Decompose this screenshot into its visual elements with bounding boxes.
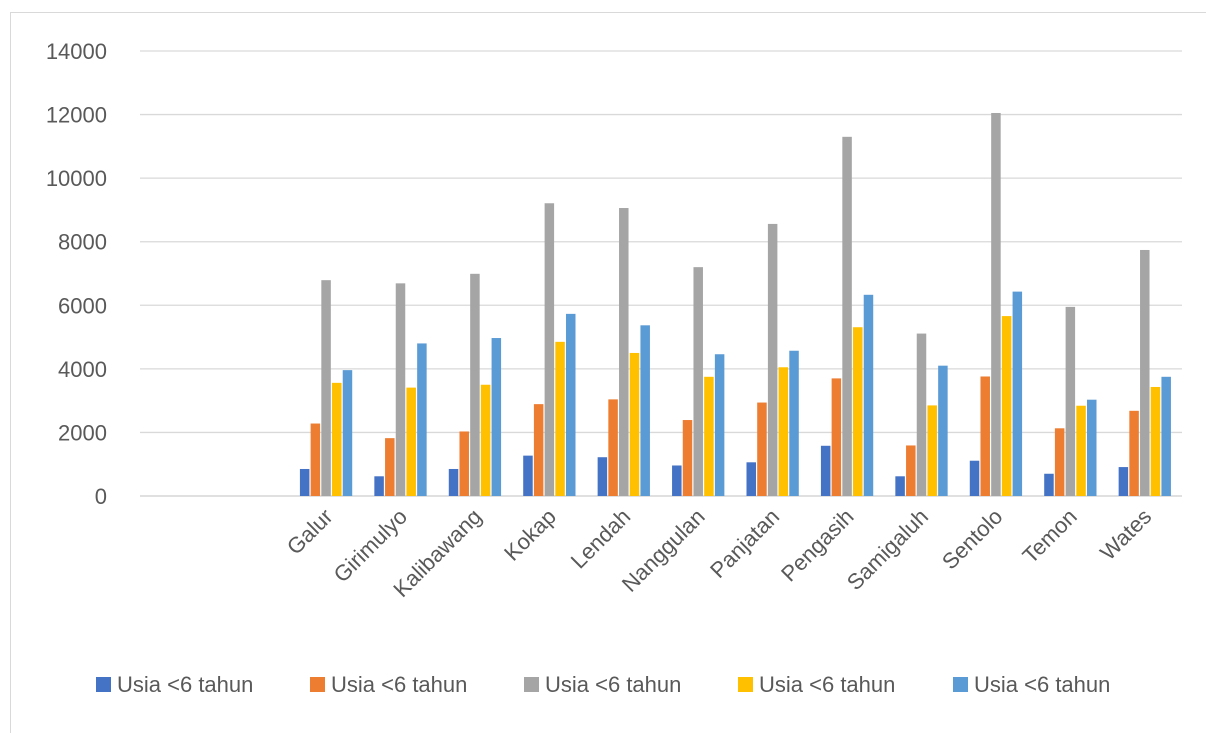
bar <box>406 387 416 496</box>
bar <box>1012 291 1023 496</box>
legend-label: Usia <6 tahun <box>974 672 1110 697</box>
legend-label: Usia <6 tahun <box>759 672 895 697</box>
legend-item: Usia <6 tahun <box>96 672 253 697</box>
bar <box>1087 399 1097 496</box>
legend-item: Usia <6 tahun <box>738 672 895 697</box>
x-tick-label: Lendah <box>566 504 636 574</box>
bar <box>299 468 310 496</box>
bar <box>544 203 555 496</box>
bar <box>448 468 459 496</box>
bar <box>1161 376 1171 496</box>
bar <box>938 365 948 496</box>
x-tick-label: Kokap <box>499 504 561 566</box>
legend-item: Usia <6 tahun <box>524 672 681 697</box>
bar <box>342 370 353 496</box>
bar <box>757 402 767 496</box>
bars <box>299 112 1171 497</box>
bar <box>789 350 799 496</box>
y-tick-label: 8000 <box>58 230 107 255</box>
legend-swatch <box>738 677 753 692</box>
bar <box>608 399 618 496</box>
bar <box>895 476 905 496</box>
x-tick-label: Temon <box>1018 504 1082 568</box>
legend-swatch <box>96 677 111 692</box>
bar <box>916 333 927 496</box>
y-tick-label: 6000 <box>58 293 107 318</box>
x-tick-label: Wates <box>1095 504 1156 565</box>
bar <box>533 404 544 496</box>
legend-swatch <box>953 677 968 692</box>
bar <box>566 313 576 496</box>
bar <box>704 376 714 496</box>
bar <box>906 445 916 496</box>
bar <box>672 465 682 496</box>
legend-item: Usia <6 tahun <box>953 672 1110 697</box>
bar <box>842 136 852 497</box>
bar <box>374 476 384 496</box>
y-tick-label: 4000 <box>58 357 107 382</box>
bar <box>395 283 406 496</box>
bar <box>1001 316 1012 496</box>
bar <box>1044 473 1054 496</box>
bar <box>1054 428 1065 496</box>
bar <box>1065 306 1076 496</box>
bar <box>470 273 480 496</box>
gridlines <box>140 50 1182 497</box>
y-axis-ticks: 0 2000 4000 6000 8000 10000 12000 14000 <box>46 39 107 509</box>
bar <box>491 338 502 496</box>
bar <box>523 455 533 496</box>
bar <box>1150 386 1161 496</box>
bar <box>1076 405 1086 496</box>
x-tick-label: Sentolo <box>937 504 1007 574</box>
bar <box>863 294 874 496</box>
legend-item: Usia <6 tahun <box>310 672 467 697</box>
x-tick-label: Samigaluh <box>842 504 933 595</box>
bar <box>1118 467 1129 496</box>
x-tick-label: Galur <box>282 504 338 560</box>
bar <box>385 438 395 496</box>
bar <box>555 341 565 496</box>
bar <box>980 376 990 496</box>
bar <box>1129 410 1139 496</box>
bar <box>597 457 608 496</box>
legend-swatch <box>524 677 539 692</box>
x-tick-label: Panjatan <box>705 504 784 583</box>
bar <box>831 378 842 496</box>
bar <box>714 354 725 496</box>
bar <box>927 405 937 496</box>
chart-frame <box>10 12 1206 733</box>
bar <box>1140 249 1150 496</box>
bar <box>310 423 321 496</box>
bar <box>682 420 693 496</box>
bar <box>321 280 331 496</box>
bar <box>332 382 342 496</box>
bar <box>746 462 756 496</box>
legend-label: Usia <6 tahun <box>331 672 467 697</box>
y-tick-label: 10000 <box>46 166 107 191</box>
bar <box>459 431 469 496</box>
y-tick-label: 0 <box>95 484 107 509</box>
legend-swatch <box>310 677 325 692</box>
bar <box>619 208 629 496</box>
legend-label: Usia <6 tahun <box>545 672 681 697</box>
bar <box>640 325 650 496</box>
legend-label: Usia <6 tahun <box>117 672 253 697</box>
bar <box>629 352 640 496</box>
y-tick-label: 12000 <box>46 103 107 128</box>
bar <box>778 367 789 496</box>
bar <box>767 223 778 496</box>
y-tick-label: 2000 <box>58 420 107 445</box>
bar <box>480 384 491 496</box>
bar <box>853 327 863 496</box>
y-tick-label: 14000 <box>46 39 107 64</box>
bar <box>969 460 980 496</box>
bar <box>417 343 427 496</box>
bar <box>991 112 1001 496</box>
bar <box>820 445 831 496</box>
bar <box>693 267 703 496</box>
legend: Usia <6 tahun Usia <6 tahun Usia <6 tahun U… <box>96 672 1110 697</box>
